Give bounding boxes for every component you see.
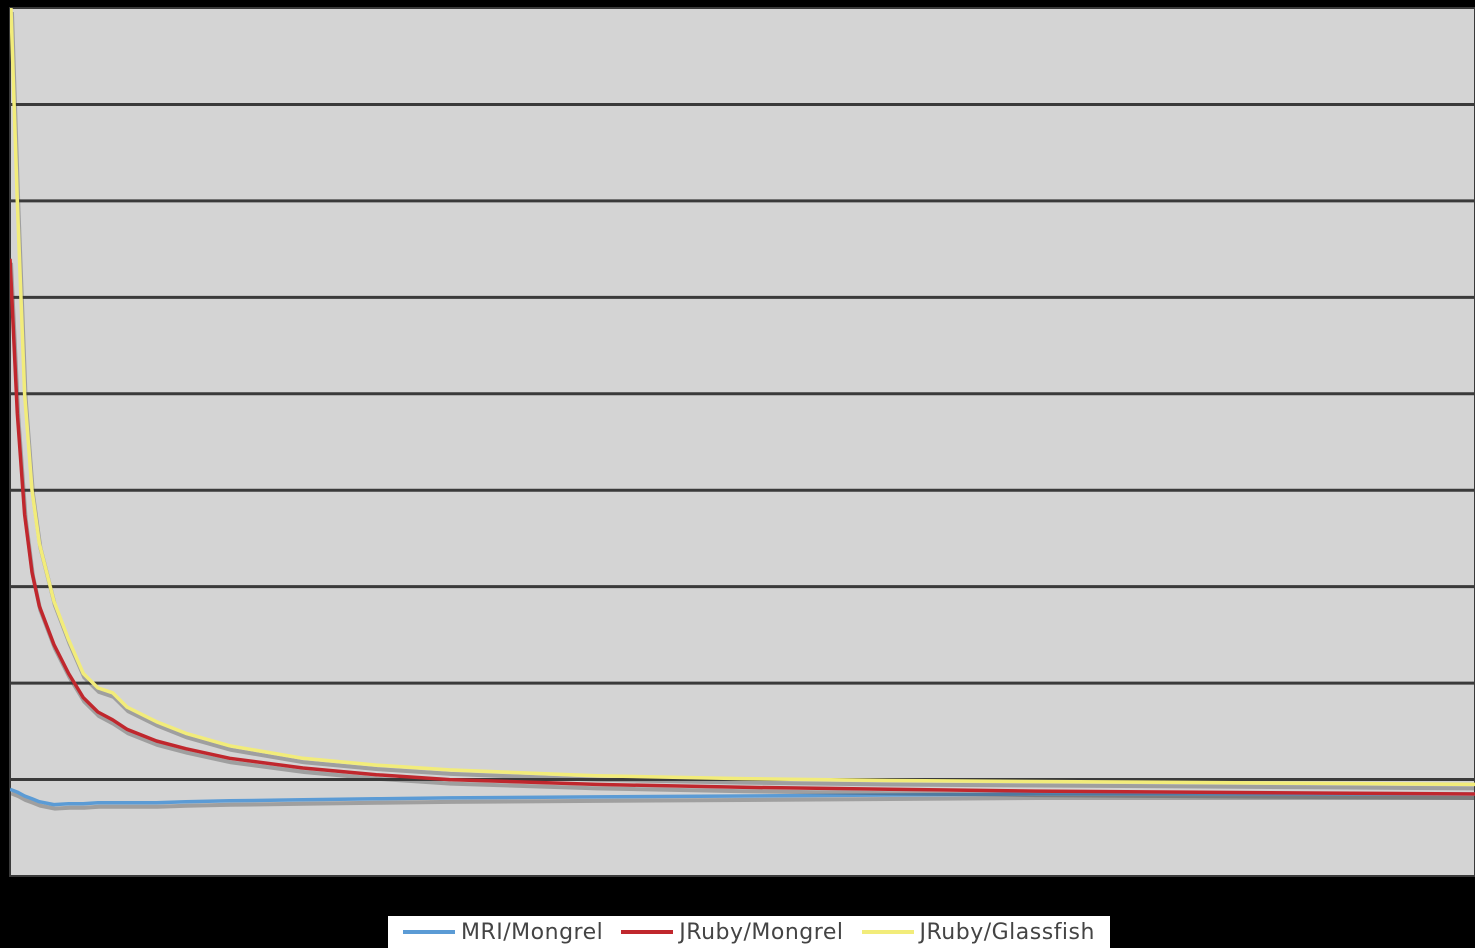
legend-swatch-series-0	[403, 930, 456, 934]
legend: MRI/Mongrel JRuby/Mongrel JRuby/Glassfis…	[388, 916, 1110, 948]
legend-label-series-2: JRuby/Glassfish	[919, 919, 1095, 945]
series-shadow-0	[11, 791, 1475, 811]
legend-item-series-0: MRI/Mongrel	[403, 920, 603, 945]
series-line-1	[10, 258, 1475, 796]
legend-swatch-series-2	[861, 930, 914, 934]
legend-swatch-series-1	[621, 930, 674, 934]
legend-item-series-1: JRuby/Mongrel	[621, 920, 843, 945]
series-line-0	[10, 787, 1475, 807]
legend-label-series-0: MRI/Mongrel	[461, 919, 604, 945]
series-line-2	[10, 8, 1475, 787]
plot-area	[9, 7, 1475, 877]
legend-item-series-2: JRuby/Glassfish	[861, 919, 1095, 945]
legend-label-series-1: JRuby/Mongrel	[679, 919, 844, 945]
